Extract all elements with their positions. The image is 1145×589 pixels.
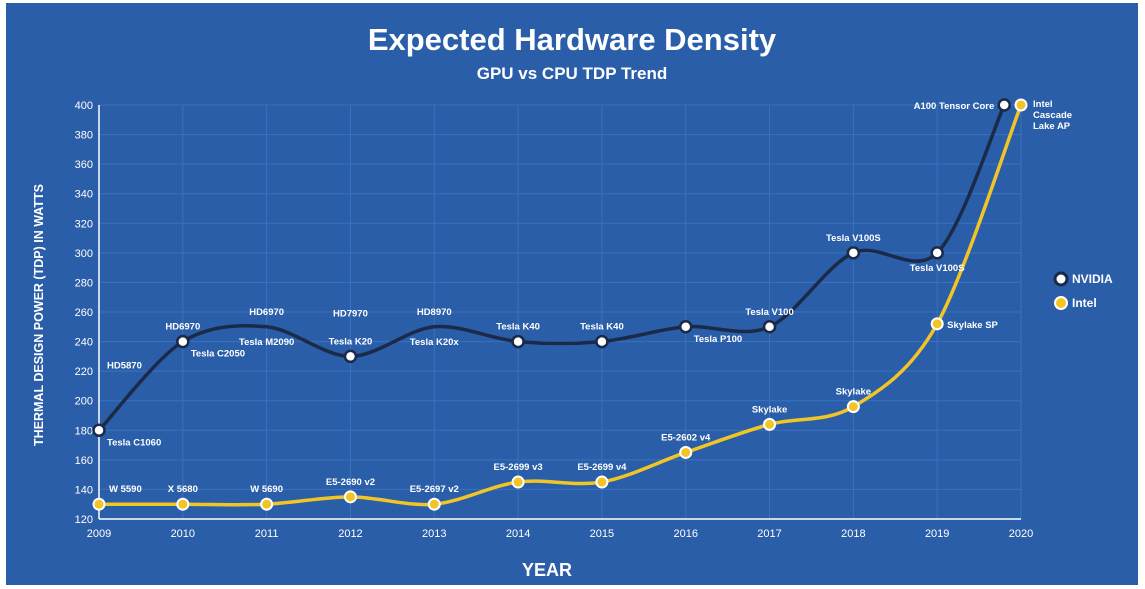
series-line-nvidia	[97, 103, 1006, 433]
point-nvidia	[846, 246, 861, 260]
y-tick-label: 200	[75, 396, 93, 408]
chart-subtitle: GPU vs CPU TDP Trend	[477, 64, 668, 83]
y-axis-title: THERMAL DESIGN POWER (TDP) IN WATTS	[32, 184, 46, 446]
y-tick-label: 380	[75, 130, 93, 142]
point-nvidia	[997, 98, 1011, 112]
data-label: A100 Tensor Core	[914, 101, 995, 112]
y-tick-label: 260	[75, 307, 93, 319]
data-label: E5-2697 v2	[410, 484, 459, 495]
data-label: E5-2602 v4	[661, 432, 711, 443]
data-label: E5-2699 v3	[494, 462, 543, 473]
chart-svg: Expected Hardware Density GPU vs CPU TDP…	[32, 22, 1113, 580]
y-tick-label: 120	[75, 514, 93, 526]
point-intel	[176, 497, 190, 511]
series	[92, 98, 1028, 511]
x-tick-label: 2009	[87, 528, 111, 540]
data-label: Skylake	[752, 404, 787, 415]
legend-nvidia-label: NVIDIA	[1072, 272, 1113, 286]
grid	[98, 104, 1022, 520]
point-intel	[343, 490, 357, 504]
point-nvidia	[343, 349, 358, 364]
axes: 120 140 160 180 200 220 240 260 280 300 320 340 360 3…	[75, 100, 1034, 540]
point-intel	[427, 497, 441, 511]
point-nvidia	[762, 320, 777, 334]
data-label: Tesla K20	[329, 336, 373, 347]
point-intel	[930, 317, 944, 331]
y-tick-label: 360	[75, 159, 93, 171]
point-nvidia	[930, 246, 944, 260]
data-label: Cascade	[1033, 110, 1072, 121]
point-intel	[679, 445, 693, 459]
x-tick-label: 2015	[590, 528, 614, 540]
data-label: Tesla K40	[496, 322, 540, 333]
x-tick-label: 2017	[757, 528, 781, 540]
legend-intel-label: Intel	[1072, 296, 1097, 310]
x-tick-label: 2010	[171, 528, 195, 540]
point-intel	[511, 475, 525, 489]
data-label: Tesla K40	[580, 322, 624, 333]
legend-nvidia-marker	[1053, 271, 1069, 287]
series-line-intel	[97, 103, 1023, 507]
x-axis-title: YEAR	[522, 560, 572, 580]
data-label: HD7970	[333, 308, 368, 319]
annotations: Tesla C1060 HD5870 HD6970 Tesla C2050 HD6970…	[107, 99, 1072, 495]
data-label: Tesla K20x	[410, 337, 460, 348]
data-label: Tesla P100	[694, 334, 742, 345]
y-tick-label: 400	[75, 100, 93, 112]
y-tick-label: 240	[75, 337, 93, 349]
data-label: W 5590	[109, 484, 142, 495]
point-intel	[846, 400, 860, 414]
data-label: Tesla V100S	[910, 263, 965, 274]
point-nvidia	[92, 423, 106, 438]
data-label: Tesla V100S	[826, 233, 881, 244]
point-nvidia	[511, 334, 525, 349]
chart-title: Expected Hardware Density	[368, 22, 777, 57]
data-label: Tesla V100	[745, 307, 793, 318]
data-label: Tesla M2090	[239, 337, 294, 348]
y-tick-label: 220	[75, 366, 93, 378]
data-label: W 5690	[250, 484, 283, 495]
y-tick-label: 300	[75, 248, 93, 260]
x-tick-label: 2016	[673, 528, 697, 540]
point-intel	[763, 417, 777, 431]
x-tick-label: 2012	[338, 528, 362, 540]
x-tick-label: 2020	[1009, 528, 1033, 540]
data-label: HD8970	[417, 307, 452, 318]
y-tick-label: 180	[75, 425, 93, 437]
data-label: HD6970	[165, 322, 200, 333]
legend: NVIDIA Intel	[1053, 271, 1113, 310]
data-label: X 5680	[168, 484, 198, 495]
point-intel	[1014, 98, 1028, 112]
point-intel	[92, 497, 106, 511]
x-tick-label: 2014	[506, 528, 530, 540]
data-label: Lake AP	[1033, 121, 1071, 132]
data-label: Tesla C2050	[191, 349, 245, 360]
data-label: E5-2699 v4	[577, 462, 627, 473]
point-nvidia	[595, 334, 609, 349]
data-label: E5-2690 v2	[326, 477, 375, 488]
x-tick-label: 2013	[422, 528, 446, 540]
point-intel	[260, 497, 274, 511]
x-tick-label: 2011	[255, 528, 279, 540]
point-intel	[595, 475, 609, 489]
y-tick-label: 280	[75, 277, 93, 289]
point-nvidia	[678, 320, 693, 334]
data-label: HD6970	[249, 307, 284, 318]
data-label: Skylake	[836, 387, 871, 398]
data-label: HD5870	[107, 360, 142, 371]
y-tick-label: 320	[75, 218, 93, 230]
data-label: Skylake SP	[947, 320, 998, 331]
data-label: Tesla C1060	[107, 437, 161, 448]
y-tick-label: 340	[75, 189, 93, 201]
legend-intel-marker	[1054, 296, 1068, 310]
y-tick-label: 140	[75, 484, 93, 496]
y-tick-label: 160	[75, 455, 93, 467]
data-label: Intel	[1033, 99, 1053, 110]
chart-frame: Expected Hardware Density GPU vs CPU TDP…	[6, 3, 1138, 585]
point-nvidia	[176, 334, 190, 349]
x-tick-label: 2018	[841, 528, 865, 540]
x-tick-label: 2019	[925, 528, 949, 540]
